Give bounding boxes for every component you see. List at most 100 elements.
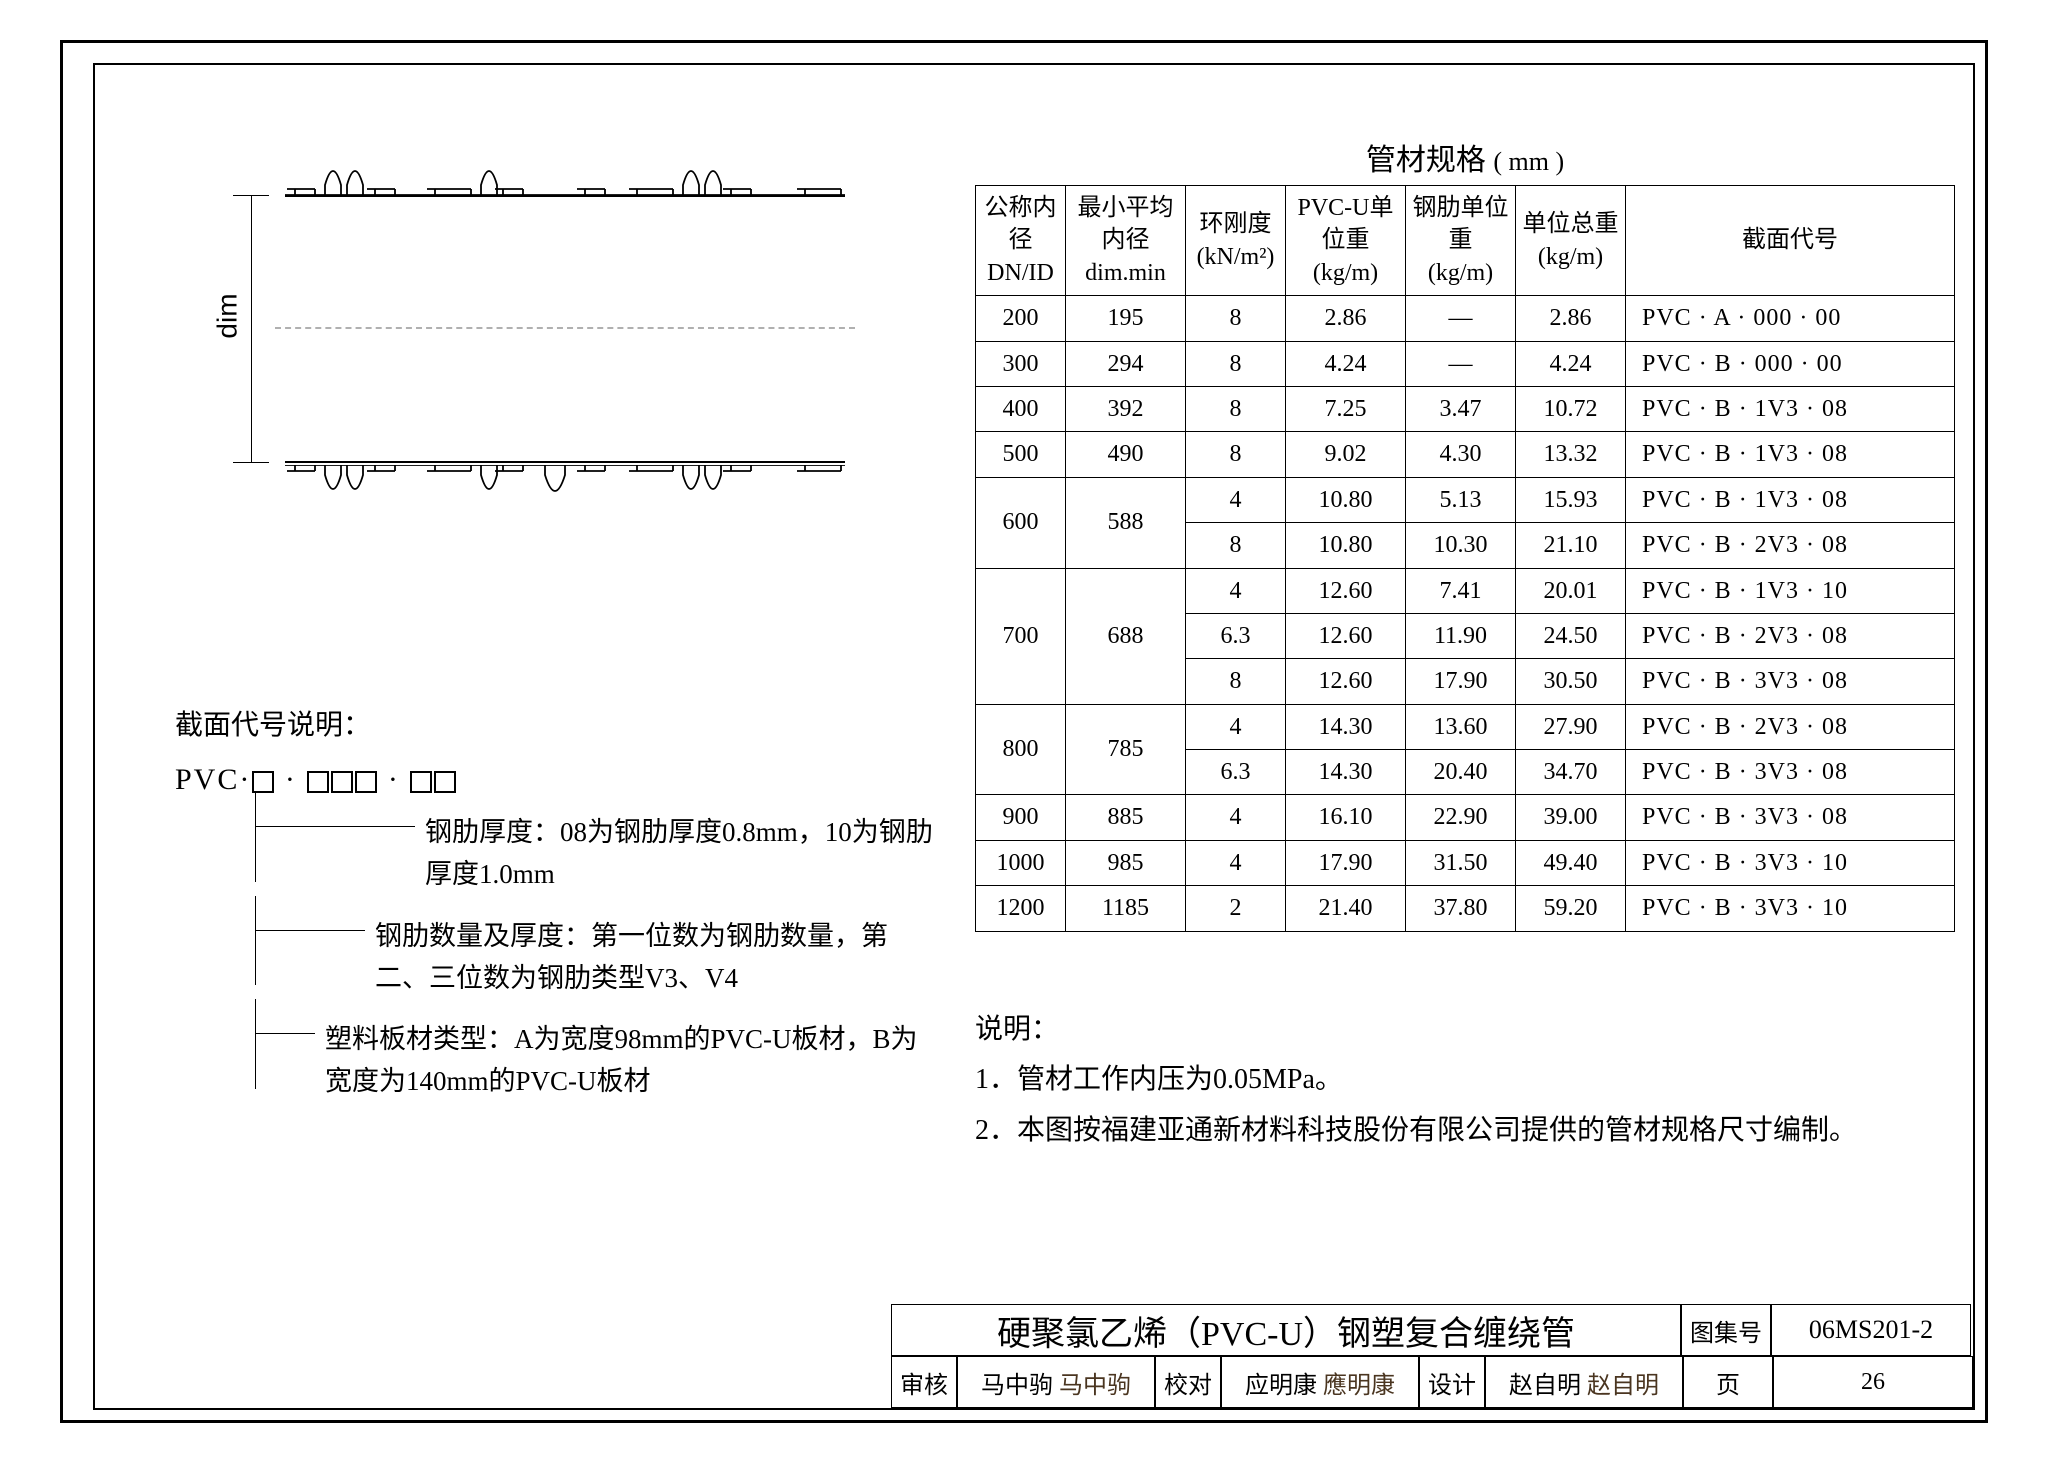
cell-pvc: 7.25 [1286, 386, 1406, 431]
cell-code: PVC · B · 3V3 · 08 [1626, 795, 1955, 840]
drawing-title: 硬聚氯乙烯（PVC-U）钢塑复合缠绕管 [891, 1304, 1681, 1356]
cell-pvc: 16.10 [1286, 795, 1406, 840]
cell-steel: 10.30 [1406, 523, 1516, 568]
title-block: 硬聚氯乙烯（PVC-U）钢塑复合缠绕管 图集号 06MS201-2 审核 马中驹… [891, 1304, 1973, 1408]
cell-steel: 13.60 [1406, 704, 1516, 749]
spec-col-header: 单位总重(kg/m) [1516, 186, 1626, 296]
cell-k: 8 [1186, 659, 1286, 704]
cell-steel: 3.47 [1406, 386, 1516, 431]
cell-k: 8 [1186, 386, 1286, 431]
drawing-sheet: dim 截面代号说明： PVC· · · 钢肋厚度：08为钢肋厚度0.8mm，1… [60, 40, 1988, 1423]
cell-dmin: 688 [1066, 568, 1186, 704]
cell-k: 4 [1186, 568, 1286, 613]
set-number-value: 06MS201-2 [1771, 1304, 1971, 1356]
cell-pvc: 12.60 [1286, 659, 1406, 704]
cell-total: 10.72 [1516, 386, 1626, 431]
cell-dmin: 195 [1066, 296, 1186, 341]
pipe-body-outline [285, 195, 845, 463]
pipe-section-diagram: dim [215, 155, 855, 505]
cell-dn: 1200 [976, 886, 1066, 931]
cell-dn: 700 [976, 568, 1066, 704]
spec-table-title: 管材规格 ( mm ) [975, 135, 1955, 179]
cell-dmin: 294 [1066, 341, 1186, 386]
cell-total: 20.01 [1516, 568, 1626, 613]
cell-dn: 200 [976, 296, 1066, 341]
table-row: 800785414.3013.6027.90PVC · B · 2V3 · 08 [976, 704, 1955, 749]
cell-k: 6.3 [1186, 750, 1286, 795]
pipe-top-profile [285, 161, 845, 195]
cell-k: 4 [1186, 840, 1286, 885]
cell-dmin: 588 [1066, 477, 1186, 568]
cell-k: 2 [1186, 886, 1286, 931]
cell-steel: 20.40 [1406, 750, 1516, 795]
drawing-frame: dim 截面代号说明： PVC· · · 钢肋厚度：08为钢肋厚度0.8mm，1… [93, 63, 1975, 1410]
page-value: 26 [1773, 1356, 1973, 1408]
cell-dmin: 490 [1066, 432, 1186, 477]
check-label: 校对 [1155, 1356, 1221, 1408]
table-row: 40039287.253.4710.72PVC · B · 1V3 · 08 [976, 386, 1955, 431]
cell-k: 8 [1186, 296, 1286, 341]
cell-steel: 37.80 [1406, 886, 1516, 931]
cell-k: 8 [1186, 432, 1286, 477]
code-leader-lines: 钢肋厚度：08为钢肋厚度0.8mm，10为钢肋厚度1.0mm 钢肋数量及厚度：第… [255, 812, 935, 1103]
cell-steel: 22.90 [1406, 795, 1516, 840]
cell-dn: 500 [976, 432, 1066, 477]
cell-dmin: 392 [1066, 386, 1186, 431]
spec-table-title-unit: ( mm ) [1493, 147, 1564, 176]
cell-total: 27.90 [1516, 704, 1626, 749]
designer-signature: 赵自明 [1587, 1365, 1659, 1400]
reviewer-name: 马中驹 [981, 1365, 1053, 1400]
code-expl-line-2: 钢肋数量及厚度：第一位数为钢肋数量，第二、三位数为钢肋类型V3、V4 [375, 916, 935, 1000]
table-row: 50049089.024.3013.32PVC · B · 1V3 · 08 [976, 432, 1955, 477]
spec-col-header: PVC-U单位重(kg/m) [1286, 186, 1406, 296]
cell-k: 4 [1186, 704, 1286, 749]
cell-k: 8 [1186, 523, 1286, 568]
code-pattern: PVC· · · [175, 757, 935, 802]
cell-dmin: 985 [1066, 840, 1186, 885]
cell-pvc: 4.24 [1286, 341, 1406, 386]
spec-col-header: 环刚度(kN/m²) [1186, 186, 1286, 296]
notes-item-1: 1．管材工作内压为0.05MPa。 [975, 1055, 1955, 1105]
cell-steel: — [1406, 341, 1516, 386]
cell-dmin: 885 [1066, 795, 1186, 840]
cell-steel: 5.13 [1406, 477, 1516, 522]
cell-steel: 4.30 [1406, 432, 1516, 477]
table-row: 1000985417.9031.5049.40PVC · B · 3V3 · 1… [976, 840, 1955, 885]
cell-dmin: 1185 [1066, 886, 1186, 931]
design-label: 设计 [1419, 1356, 1485, 1408]
cell-steel: 11.90 [1406, 613, 1516, 658]
cell-pvc: 12.60 [1286, 568, 1406, 613]
cell-steel: 31.50 [1406, 840, 1516, 885]
cell-code: PVC · B · 1V3 · 08 [1626, 386, 1955, 431]
cell-k: 4 [1186, 795, 1286, 840]
cell-k: 6.3 [1186, 613, 1286, 658]
cell-k: 8 [1186, 341, 1286, 386]
page-label: 页 [1683, 1356, 1773, 1408]
cell-code: PVC · A · 000 · 00 [1626, 296, 1955, 341]
spec-col-header: 截面代号 [1626, 186, 1955, 296]
cell-pvc: 21.40 [1286, 886, 1406, 931]
cell-total: 34.70 [1516, 750, 1626, 795]
cell-total: 39.00 [1516, 795, 1626, 840]
review-label: 审核 [891, 1356, 957, 1408]
cell-code: PVC · B · 000 · 00 [1626, 341, 1955, 386]
cell-steel: 7.41 [1406, 568, 1516, 613]
table-row: 12001185221.4037.8059.20PVC · B · 3V3 · … [976, 886, 1955, 931]
cell-total: 21.10 [1516, 523, 1626, 568]
notes-block: 说明： 1．管材工作内压为0.05MPa。 2．本图按福建亚通新材料科技股份有限… [975, 1005, 1955, 1156]
table-row: 700688412.607.4120.01PVC · B · 1V3 · 10 [976, 568, 1955, 613]
checker-name: 应明康 [1245, 1365, 1317, 1400]
cell-code: PVC · B · 2V3 · 08 [1626, 523, 1955, 568]
cell-code: PVC · B · 3V3 · 10 [1626, 840, 1955, 885]
table-row: 30029484.24—4.24PVC · B · 000 · 00 [976, 341, 1955, 386]
cell-total: 49.40 [1516, 840, 1626, 885]
cell-steel: 17.90 [1406, 659, 1516, 704]
section-code-explanation: 截面代号说明： PVC· · · 钢肋厚度：08为钢肋厚度0.8mm，10为钢肋… [175, 705, 935, 1123]
designer: 赵自明 赵自明 [1485, 1356, 1683, 1408]
cell-code: PVC · B · 2V3 · 08 [1626, 613, 1955, 658]
spec-table-title-text: 管材规格 [1366, 144, 1486, 177]
set-number-label: 图集号 [1681, 1304, 1771, 1356]
cell-total: 4.24 [1516, 341, 1626, 386]
cell-code: PVC · B · 3V3 · 10 [1626, 886, 1955, 931]
cell-total: 2.86 [1516, 296, 1626, 341]
